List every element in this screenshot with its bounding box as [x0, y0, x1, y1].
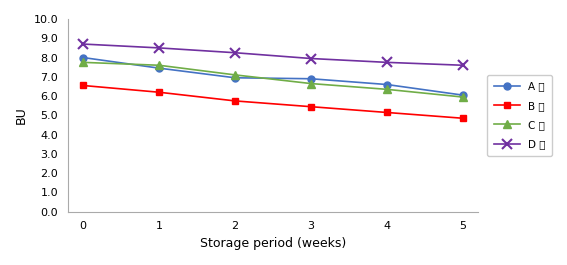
A 뱑 — [383, 83, 390, 86]
C 뱑 — [307, 82, 314, 85]
D 뱑 — [307, 57, 314, 60]
C 뱑 — [231, 73, 238, 77]
Line: D 뱑: D 뱑 — [78, 39, 468, 70]
B 뱑 — [459, 117, 466, 120]
D 뱑 — [80, 42, 87, 46]
Legend: A 뱑, B 뱑, C 뱑, D 뱑: A 뱑, B 뱑, C 뱑, D 뱑 — [487, 75, 552, 156]
A 뱑 — [307, 77, 314, 80]
C 뱑 — [80, 61, 87, 64]
A 뱑 — [459, 94, 466, 97]
D 뱑 — [459, 64, 466, 67]
Y-axis label: BU: BU — [15, 107, 28, 124]
D 뱑 — [231, 51, 238, 54]
C 뱑 — [155, 64, 162, 67]
B 뱑 — [80, 84, 87, 87]
B 뱑 — [383, 111, 390, 114]
C 뱑 — [459, 95, 466, 99]
B 뱑 — [231, 99, 238, 103]
D 뱑 — [155, 46, 162, 50]
X-axis label: Storage period (weeks): Storage period (weeks) — [200, 237, 346, 250]
B 뱑 — [307, 105, 314, 108]
Line: B 뱑: B 뱑 — [79, 82, 466, 122]
A 뱑 — [155, 67, 162, 70]
B 뱑 — [155, 91, 162, 94]
D 뱑 — [383, 61, 390, 64]
C 뱑 — [383, 88, 390, 91]
A 뱑 — [80, 56, 87, 59]
Line: A 뱑: A 뱑 — [79, 54, 466, 99]
Line: C 뱑: C 뱑 — [79, 58, 467, 101]
A 뱑 — [231, 76, 238, 80]
